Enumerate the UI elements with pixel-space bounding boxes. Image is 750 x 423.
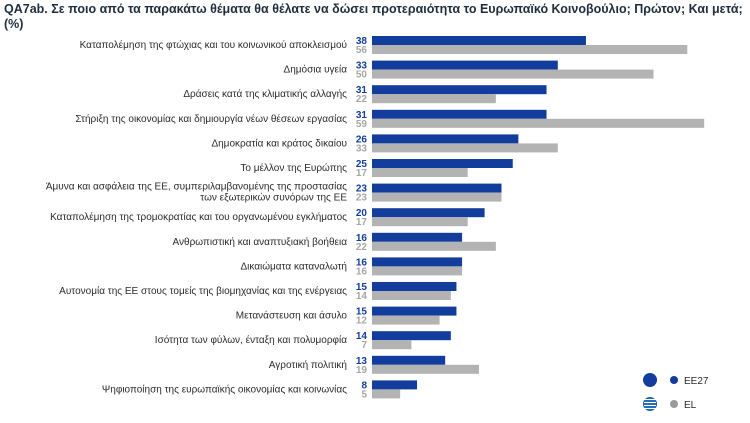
value-label-ee27: 23 [356,184,368,195]
value-label-ee27: 16 [356,257,368,268]
value-label-el: 14 [356,291,368,302]
category-label: Το μέλλον της Ευρώπης [240,162,347,174]
value-label-ee27: 16 [356,233,368,244]
value-label-ee27: 31 [356,110,368,121]
bar-ee27 [372,109,547,119]
eu-flag-icon [643,373,657,387]
bar-ee27 [372,380,418,390]
legend-marker-el [670,400,678,408]
bar-el [372,364,479,374]
value-label-ee27: 38 [356,36,368,47]
legend-marker-ee27 [670,376,678,384]
bar-el [372,168,468,177]
value-label-el: 59 [356,119,368,130]
category-label: Δημοκρατία και κράτος δικαίου [211,137,347,149]
bar-el [372,291,451,300]
bar-ee27 [372,306,457,316]
bar-el [372,389,401,399]
value-label-el: 23 [356,193,368,204]
value-label-el: 12 [356,316,368,327]
category-label: Μετανάστευση και άσυλο [236,310,348,322]
value-label-ee27: 25 [356,159,368,170]
legend-label-ee27: EE27 [684,376,709,387]
value-label-el: 5 [361,389,367,400]
category-label: Δικαιώματα καταναλωτή [240,260,347,272]
value-label-ee27: 33 [356,61,368,72]
greek-flag-stripe [644,407,656,410]
greek-flag-stripe [644,398,656,401]
value-label-ee27: 20 [356,208,368,219]
bar-ee27 [372,282,457,291]
category-label: των εξωτερικών συνόρων της ΕΕ [200,192,347,204]
legend-label-el: EL [684,400,697,411]
category-label: Δράσεις κατά της κλιματικής αλλαγής [183,88,347,100]
bar-ee27 [372,232,463,242]
value-label-ee27: 14 [356,331,368,342]
bar-el [372,45,688,54]
category-label: Καταπολέμηση της φτώχιας και του κοινωνι… [80,39,347,51]
bar-el [372,94,496,104]
bar-el [372,143,558,153]
value-label-el: 33 [356,143,368,154]
bar-ee27 [372,355,446,365]
value-label-el: 17 [356,217,368,228]
category-label: Ισότητα των φύλων, ένταξη και πολυμορφία [155,334,347,346]
value-label-ee27: 15 [356,282,368,293]
value-label-el: 22 [356,94,368,105]
bar-el [372,118,705,128]
bar-ee27 [372,134,519,144]
bar-ee27 [372,183,502,193]
bar-ee27 [372,208,485,218]
value-label-el: 17 [356,168,368,179]
category-label: Δημόσια υγεία [284,64,348,76]
bar-el [372,315,440,325]
category-label: Αγροτική πολιτική [269,359,347,371]
value-label-el: 19 [356,365,368,376]
bar-ee27 [372,60,558,70]
bar-ee27 [372,36,586,45]
bar-ee27 [372,331,451,341]
bar-el [372,192,502,202]
value-label-el: 50 [356,70,368,81]
bar-ee27 [372,159,513,168]
bar-ee27 [372,85,547,95]
value-label-ee27: 8 [361,380,367,391]
category-label: Άμυνα και ασφάλεια της ΕΕ, συμπεριλαμβαν… [46,181,347,193]
value-label-ee27: 13 [356,356,368,367]
greek-flag-stripe [644,404,656,407]
bar-el [372,217,468,227]
bar-el [372,69,654,79]
greek-flag-icon [643,397,657,411]
value-label-el: 56 [356,45,368,56]
value-label-el: 7 [361,340,367,351]
value-label-el: 16 [356,266,368,277]
chart-title: QA7ab. Σε ποιο από τα παρακάτω θέματα θα… [4,2,743,31]
category-label: Ψηφιοποίηση της ευρωπαϊκής οικονομίας κα… [102,383,347,395]
bar-el [372,266,463,276]
greek-flag-stripe [644,401,656,404]
category-label: Αυτονομία της ΕΕ στους τομείς της βιομηχ… [59,285,347,297]
bar-ee27 [372,257,463,267]
bar-el [372,340,412,350]
category-label: Στήριξη της οικονομίας και δημιουργία νέ… [75,113,347,125]
value-label-el: 22 [356,242,368,253]
category-label: Καταπολέμηση της τρομοκρατίας και του ορ… [50,211,347,223]
category-label: Ανθρωπιστική και αναπτυξιακή βοήθεια [173,236,348,248]
bar-el [372,241,496,251]
value-label-ee27: 31 [356,85,368,96]
value-label-ee27: 15 [356,307,368,318]
value-label-ee27: 26 [356,134,368,145]
